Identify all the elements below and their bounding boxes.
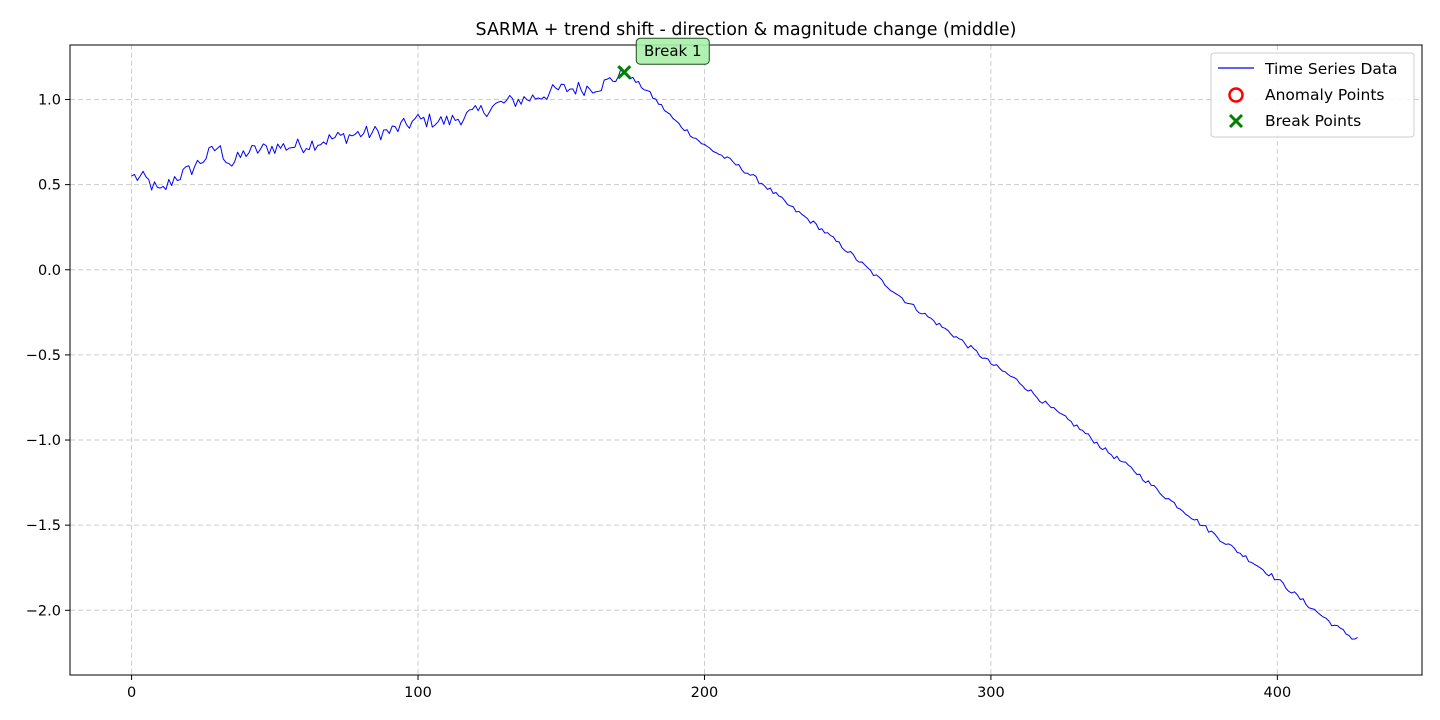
legend-label: Break Points bbox=[1265, 112, 1361, 130]
y-tick-label: 1.0 bbox=[38, 92, 61, 108]
break-label: Break 1 bbox=[644, 42, 702, 60]
tick-layer: 0 100 200 300 400 1.0 0.5 0.0 −0.5 −1.0 −1.5 −2.0 bbox=[26, 92, 1291, 701]
break-label-box bbox=[635, 37, 710, 65]
legend-x-icon bbox=[1228, 113, 1244, 129]
x-tick-label: 300 bbox=[977, 685, 1005, 701]
y-tick-label: −2.0 bbox=[26, 603, 61, 619]
annotation-layer: Break 1 bbox=[635, 37, 710, 65]
x-tick-label: 200 bbox=[691, 685, 719, 701]
x-tick-label: 0 bbox=[127, 685, 136, 701]
legend-label: Anomaly Points bbox=[1265, 86, 1384, 104]
series-line bbox=[131, 66, 1358, 640]
y-tick-label: 0.5 bbox=[38, 178, 61, 194]
series-layer bbox=[131, 66, 1358, 640]
legend-label: Time Series Data bbox=[1264, 60, 1397, 78]
x-tick-label: 100 bbox=[404, 685, 432, 701]
legend-circle-icon bbox=[1228, 87, 1244, 103]
grid bbox=[70, 45, 1422, 675]
x-tick-label: 400 bbox=[1264, 685, 1292, 701]
chart-title: SARMA + trend shift - direction & magnit… bbox=[476, 20, 1017, 40]
legend-box bbox=[1210, 52, 1415, 138]
y-tick-label: 0.0 bbox=[38, 263, 61, 279]
marker-layer bbox=[617, 65, 632, 80]
axes-frame bbox=[69, 44, 1423, 676]
break-point-marker bbox=[617, 65, 632, 80]
legend: Time Series Data Anomaly Points Break Poin… bbox=[1210, 52, 1415, 138]
y-tick-label: −1.5 bbox=[26, 518, 61, 534]
y-tick-label: −0.5 bbox=[26, 348, 61, 364]
y-tick-label: −1.0 bbox=[26, 433, 61, 449]
